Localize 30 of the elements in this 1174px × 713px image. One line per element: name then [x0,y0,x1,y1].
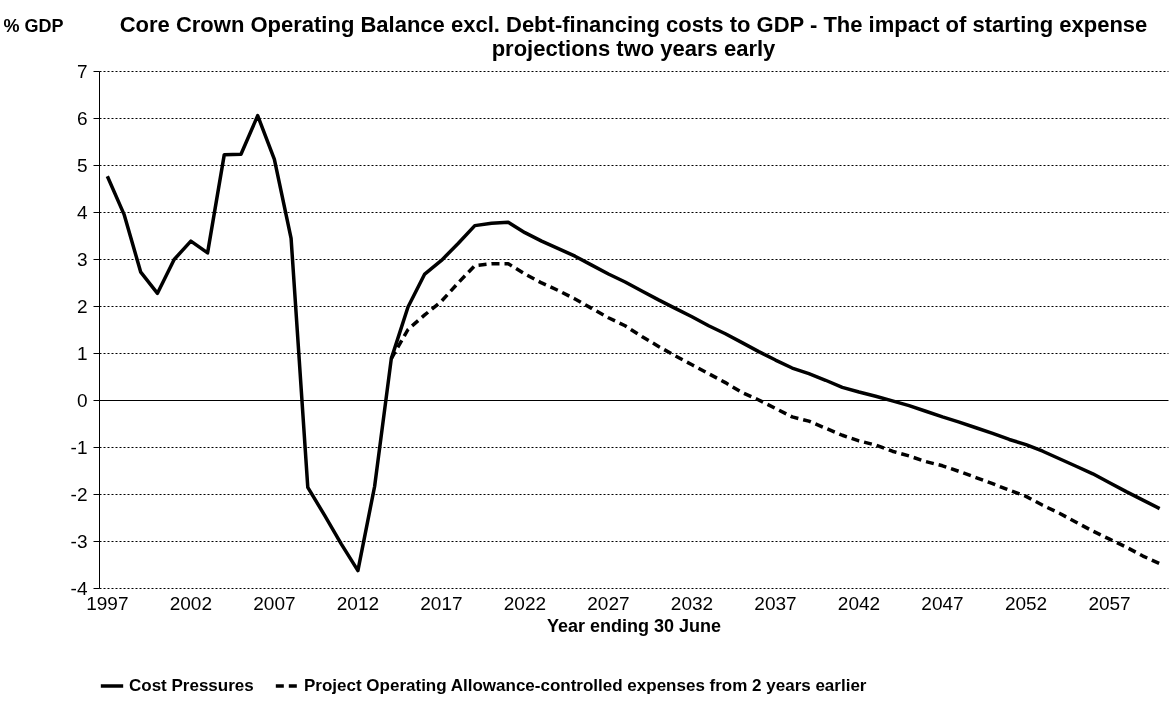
x-tick-label: 2037 [754,592,797,614]
x-tick-label: 2027 [587,592,630,614]
y-tick-label: 1 [76,342,88,364]
y-tick-label: -4 [70,577,88,599]
x-tick-label: 2057 [1088,592,1131,614]
x-tick-label: 1997 [86,592,129,614]
x-tick-label: 2052 [1004,592,1048,614]
y-tick-label: 2 [76,295,88,317]
x-tick-label: 2022 [503,592,547,614]
y-tick-label: -1 [70,436,88,458]
y-tick-label: 4 [76,201,88,223]
x-axis-title: Year ending 30 June [546,615,722,636]
chart-title: Core Crown Operating Balance excl. Debt-financing costs to GDP - The impact of starting expense projections two years early [119,12,1148,61]
x-tick-label: 2007 [253,592,296,614]
x-tick-label: 2012 [336,592,380,614]
x-tick-label: 2032 [670,592,714,614]
x-tick-label: 2002 [169,592,213,614]
y-tick-label: 0 [76,389,88,411]
y-tick-label: 7 [76,60,88,82]
y-tick-label: -2 [70,483,88,505]
x-tick-label: 2047 [921,592,964,614]
y-axis-title: % GDP [3,15,64,36]
legend-label: Cost Pressures [129,676,254,695]
x-tick-label: 2042 [837,592,881,614]
y-tick-label: 6 [76,107,88,129]
y-tick-label: 5 [76,154,88,176]
legend-label: Project Operating Allowance-controlled expenses from 2 years earlier [304,676,867,695]
x-tick-label: 2017 [420,592,463,614]
y-tick-label: -3 [70,530,88,552]
y-tick-label: 3 [76,248,88,270]
